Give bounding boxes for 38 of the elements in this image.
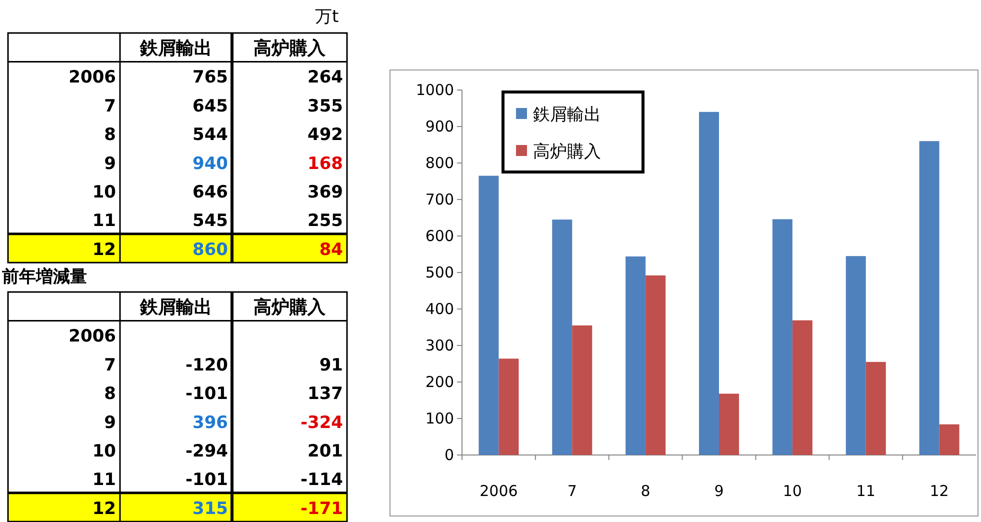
text: 万t [315,7,339,27]
change-table: 鉄屑輸出 高炉購入 2006 7 -120 91 8 -101 137 9 396 -324 10 -294 201 11 -101 -114 12 315 -171 [7,291,348,522]
bar [646,275,666,455]
bar [792,320,812,455]
values-table: 鉄屑輸出 高炉購入 2006 765 264 7 645 355 8 544 492 9 940 168 10 646 369 11 545 255 12 860 84 [7,32,348,264]
legend-label: 高炉購入 [533,142,601,162]
bar [719,394,739,455]
bar [919,141,940,455]
bar [939,424,960,455]
y-tick-label: 900 [425,118,454,136]
x-tick-label: 11 [856,482,876,500]
y-tick-label: 100 [425,410,454,428]
y-tick-label: 400 [425,300,454,318]
x-tick-label: 7 [567,482,577,500]
bar [498,358,519,455]
y-tick-label: 300 [425,336,454,354]
bar [772,219,792,455]
y-tick-label: 700 [425,190,454,208]
x-tick-label: 2006 [480,482,518,500]
x-tick-label: 8 [640,482,650,500]
legend-label: 鉄屑輸出 [533,105,601,125]
x-tick-label: 12 [930,482,949,500]
bar [478,176,499,455]
y-tick-label: 800 [425,154,454,172]
x-tick-label: 9 [714,482,724,500]
text: 前年増減量 [1,266,87,287]
bar [552,220,572,455]
bar [846,256,866,455]
y-tick-label: 200 [425,373,454,391]
y-tick-label: 1000 [416,81,454,99]
bar [866,362,886,455]
bar [572,325,592,455]
y-tick-label: 500 [425,264,454,282]
y-tick-label: 600 [425,227,454,245]
x-tick-label: 10 [782,482,802,500]
y-tick-label: 0 [444,446,454,464]
bar [626,256,646,455]
bar [699,112,719,455]
